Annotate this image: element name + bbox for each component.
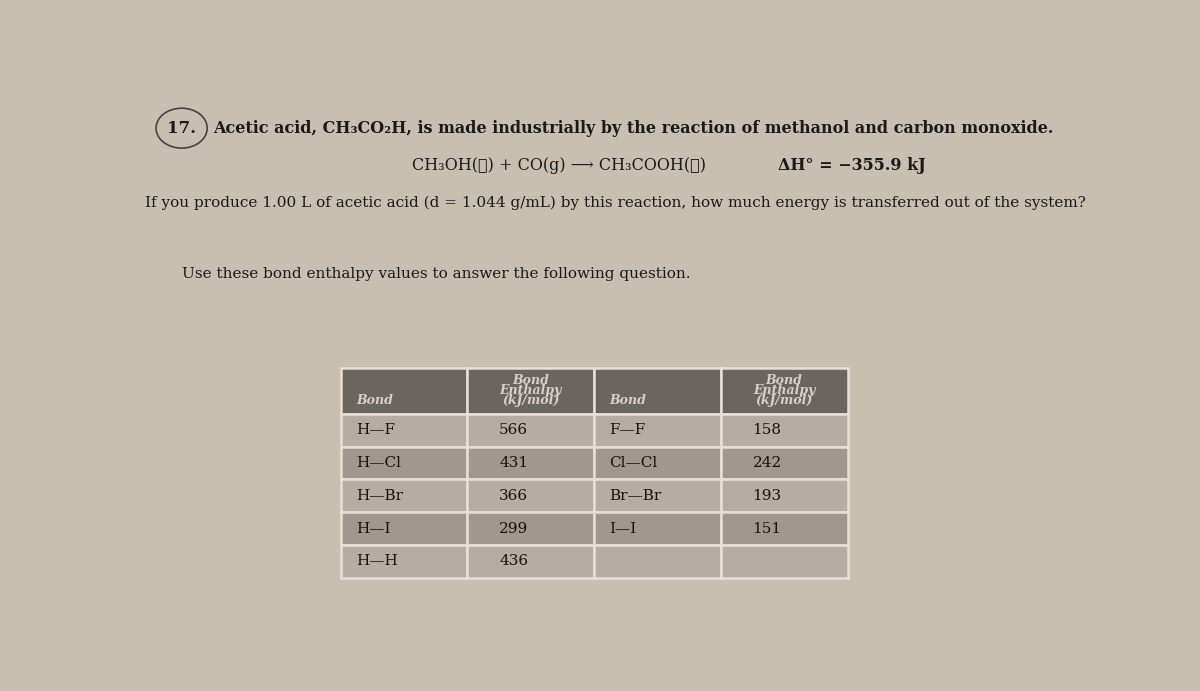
Text: 158: 158 bbox=[752, 423, 781, 437]
Text: CH₃OH(ℓ) + CO(g) ⟶ CH₃COOH(ℓ): CH₃OH(ℓ) + CO(g) ⟶ CH₃COOH(ℓ) bbox=[413, 157, 706, 174]
Text: 366: 366 bbox=[499, 489, 528, 503]
Bar bbox=[341, 414, 467, 446]
Bar bbox=[341, 480, 467, 512]
Bar bbox=[721, 368, 847, 414]
Text: H—Cl: H—Cl bbox=[356, 456, 401, 470]
Text: 431: 431 bbox=[499, 456, 528, 470]
Text: I—I: I—I bbox=[610, 522, 636, 536]
Text: Bond: Bond bbox=[610, 394, 646, 407]
Bar bbox=[341, 368, 467, 414]
Text: (kJ/mol): (kJ/mol) bbox=[502, 395, 559, 408]
Text: Enthalpy: Enthalpy bbox=[752, 384, 815, 397]
Text: 193: 193 bbox=[752, 489, 781, 503]
Bar bbox=[467, 480, 594, 512]
Text: 242: 242 bbox=[752, 456, 781, 470]
Bar bbox=[467, 512, 594, 545]
Text: ΔH° = −355.9 kJ: ΔH° = −355.9 kJ bbox=[779, 157, 926, 174]
Bar bbox=[594, 512, 721, 545]
Bar bbox=[721, 446, 847, 480]
Text: 436: 436 bbox=[499, 554, 528, 569]
Bar bbox=[594, 446, 721, 480]
Bar bbox=[721, 480, 847, 512]
Text: Acetic acid, CH₃CO₂H, is made industrially by the reaction of methanol and carbo: Acetic acid, CH₃CO₂H, is made industrial… bbox=[214, 120, 1054, 137]
Bar bbox=[341, 545, 467, 578]
Text: 151: 151 bbox=[752, 522, 781, 536]
Bar bbox=[467, 368, 594, 414]
Bar bbox=[341, 446, 467, 480]
Bar bbox=[467, 446, 594, 480]
Text: H—F: H—F bbox=[356, 423, 395, 437]
Bar bbox=[594, 368, 721, 414]
Text: Br—Br: Br—Br bbox=[610, 489, 661, 503]
Text: (kJ/mol): (kJ/mol) bbox=[756, 395, 812, 408]
Bar bbox=[467, 414, 594, 446]
Text: F—F: F—F bbox=[610, 423, 646, 437]
Text: Bond: Bond bbox=[512, 374, 550, 387]
Text: 566: 566 bbox=[499, 423, 528, 437]
Bar bbox=[594, 480, 721, 512]
Text: Bond: Bond bbox=[766, 374, 803, 387]
Text: Use these bond enthalpy values to answer the following question.: Use these bond enthalpy values to answer… bbox=[181, 267, 690, 281]
Bar bbox=[721, 512, 847, 545]
Bar bbox=[721, 414, 847, 446]
Text: H—I: H—I bbox=[356, 522, 390, 536]
Bar bbox=[594, 414, 721, 446]
Text: H—H: H—H bbox=[356, 554, 397, 569]
Text: Enthalpy: Enthalpy bbox=[499, 384, 562, 397]
Bar bbox=[467, 545, 594, 578]
Text: Bond: Bond bbox=[356, 394, 392, 407]
Bar bbox=[594, 545, 721, 578]
Bar bbox=[721, 545, 847, 578]
Text: 17.: 17. bbox=[167, 120, 196, 137]
Bar bbox=[341, 512, 467, 545]
Text: If you produce 1.00 L of acetic acid (d = 1.044 g/mL) by this reaction, how much: If you produce 1.00 L of acetic acid (d … bbox=[144, 196, 1086, 210]
Text: Cl—Cl: Cl—Cl bbox=[610, 456, 658, 470]
Text: H—Br: H—Br bbox=[356, 489, 403, 503]
Text: 299: 299 bbox=[499, 522, 528, 536]
